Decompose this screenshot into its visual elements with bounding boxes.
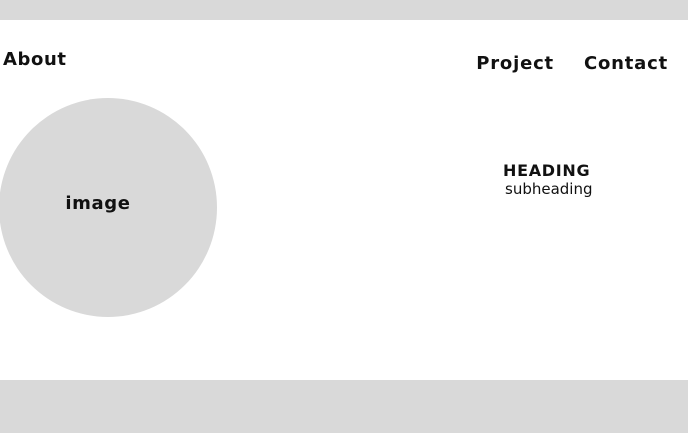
- main-nav: Project Contact: [476, 53, 668, 74]
- nav-project-link[interactable]: Project: [476, 53, 554, 74]
- image-placeholder-label: image: [65, 193, 131, 214]
- footer-bar: [0, 380, 688, 433]
- nav-about-link[interactable]: About: [3, 49, 67, 70]
- top-bar: [0, 0, 688, 20]
- page-heading: HEADING: [503, 161, 591, 180]
- nav-contact-link[interactable]: Contact: [583, 53, 668, 74]
- heading-block: HEADING subheading: [503, 161, 603, 198]
- page-subheading: subheading: [505, 180, 593, 198]
- image-placeholder: image: [0, 98, 217, 317]
